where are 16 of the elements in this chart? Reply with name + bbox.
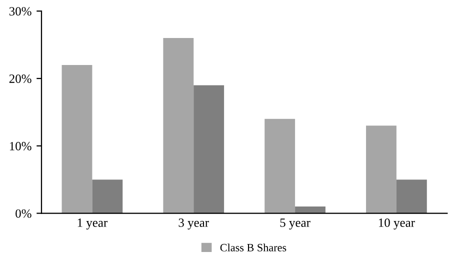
y-tick-label: 10% <box>10 142 32 150</box>
bar <box>366 126 396 214</box>
bar <box>396 180 427 214</box>
y-tick-label: 20% <box>9 74 32 83</box>
x-tick-label: 5 year <box>280 218 310 230</box>
x-tick-label: 1 year <box>78 218 108 230</box>
x-tick-label: 10 year <box>378 218 415 230</box>
bar <box>92 180 123 214</box>
x-tick-label: 3 year <box>178 218 209 230</box>
bar <box>163 38 194 214</box>
legend-label: Class B Shares <box>220 244 286 252</box>
bar <box>62 65 92 214</box>
bar <box>264 118 296 214</box>
y-tick-label: 30% <box>9 7 32 16</box>
y-tick-label: 0% <box>16 209 32 218</box>
bar <box>194 85 224 214</box>
